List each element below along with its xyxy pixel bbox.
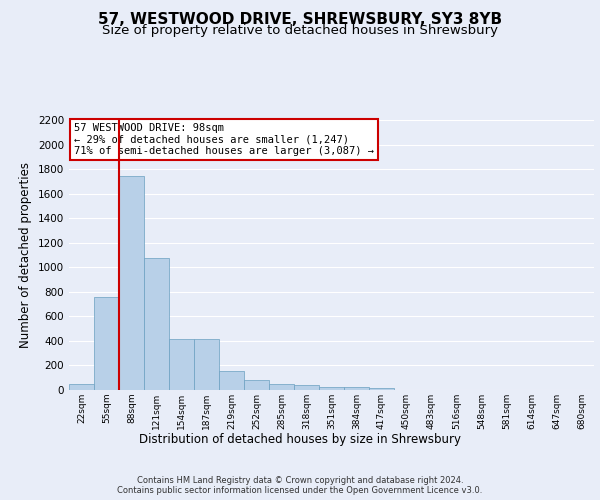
Text: 57, WESTWOOD DRIVE, SHREWSBURY, SY3 8YB: 57, WESTWOOD DRIVE, SHREWSBURY, SY3 8YB: [98, 12, 502, 28]
Bar: [119, 176, 144, 390]
Bar: [344, 386, 369, 390]
Bar: [219, 371, 244, 390]
Text: Size of property relative to detached houses in Shrewsbury: Size of property relative to detached ho…: [102, 24, 498, 37]
Text: Contains HM Land Registry data © Crown copyright and database right 2024.
Contai: Contains HM Land Registry data © Crown c…: [118, 476, 482, 496]
Bar: [369, 388, 394, 390]
Text: Distribution of detached houses by size in Shrewsbury: Distribution of detached houses by size …: [139, 432, 461, 446]
Y-axis label: Number of detached properties: Number of detached properties: [19, 162, 32, 348]
Bar: [319, 386, 344, 390]
Bar: [194, 339, 219, 390]
Bar: [69, 384, 94, 390]
Bar: [144, 258, 169, 390]
Bar: [269, 384, 294, 390]
Text: 57 WESTWOOD DRIVE: 98sqm
← 29% of detached houses are smaller (1,247)
71% of sem: 57 WESTWOOD DRIVE: 98sqm ← 29% of detach…: [74, 122, 374, 156]
Bar: [169, 339, 194, 390]
Bar: [294, 385, 319, 390]
Bar: [244, 380, 269, 390]
Bar: [94, 296, 119, 390]
